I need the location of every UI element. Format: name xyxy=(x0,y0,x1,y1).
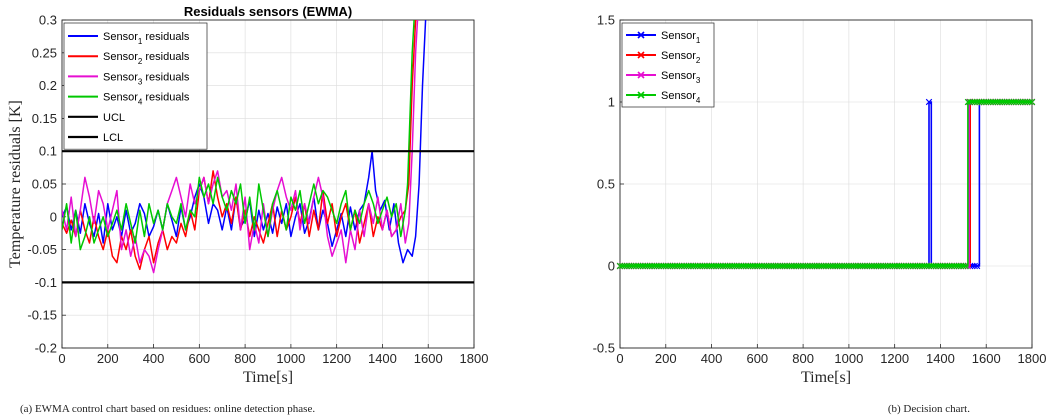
legend-label: Sensor4 xyxy=(661,90,701,105)
x-tick-label: 1600 xyxy=(414,351,443,366)
legend-label: UCL xyxy=(103,112,125,124)
legend-name: Sensor xyxy=(103,31,138,43)
legend-subscript: 3 xyxy=(138,77,143,86)
legend-subscript: 4 xyxy=(138,98,143,107)
legend-label: Sensor3 residuals xyxy=(103,71,190,86)
legend-suffix: residuals xyxy=(142,71,190,83)
y-tick-label: 0.1 xyxy=(39,144,57,159)
legend-marker xyxy=(637,51,645,59)
legend-name: Sensor xyxy=(661,30,696,42)
legend-subscript: 2 xyxy=(696,56,701,65)
series-line-sensor-1 xyxy=(620,101,1032,267)
x-tick-label: 1400 xyxy=(368,351,397,366)
y-tick-label: 0 xyxy=(50,209,57,224)
x-tick-label: 1800 xyxy=(1018,351,1047,366)
legend-suffix: residuals xyxy=(142,31,190,43)
legend-box xyxy=(63,22,208,150)
x-tick-label: 200 xyxy=(97,351,119,366)
legend-box xyxy=(621,22,715,108)
legend-label: Sensor3 xyxy=(661,70,701,85)
legend-name: Sensor xyxy=(661,90,696,102)
legend-subscript: 4 xyxy=(696,96,701,105)
y-tick-label: -0.2 xyxy=(35,341,57,356)
legend-subscript: 3 xyxy=(696,76,701,85)
series-line-sensor-2 xyxy=(62,20,417,271)
legend-name: Sensor xyxy=(661,50,696,62)
x-tick-label: 1800 xyxy=(460,351,489,366)
series-group xyxy=(616,98,1036,270)
x-tick-label: 1000 xyxy=(834,351,863,366)
y-tick-label: 1 xyxy=(608,95,615,110)
y-tick-label: -0.05 xyxy=(27,242,57,257)
panel-a-chart: 0 200 400 600 800 1000 1200 1400 1600 1800 -0.2 -0.… xyxy=(7,4,488,386)
legend-suffix: residuals xyxy=(142,92,190,104)
legend-label: Sensor1 residuals xyxy=(103,31,190,46)
x-tick-label: 800 xyxy=(234,351,256,366)
y-tick-label: 0.25 xyxy=(32,45,57,60)
panel-b-chart: 0 200 400 600 800 1000 1200 1400 1600 1800-0.500.… xyxy=(593,13,1047,387)
y-tick-label: -0.15 xyxy=(27,308,57,323)
x-tick-label: 600 xyxy=(746,351,768,366)
legend-name: Sensor xyxy=(661,70,696,82)
x-tick-label: 400 xyxy=(143,351,165,366)
legend-name: Sensor xyxy=(103,51,138,63)
axes-frame xyxy=(61,19,475,349)
legend-label: Sensor2 residuals xyxy=(103,51,190,66)
y-tick-label: -0.5 xyxy=(593,341,615,356)
y-tick-label: 0.05 xyxy=(32,177,57,192)
series-group xyxy=(62,20,474,284)
legend-subscript: 2 xyxy=(138,57,143,66)
y-tick-label: 0 xyxy=(608,259,615,274)
x-tick-label: 0 xyxy=(58,351,65,366)
x-tick-label: 200 xyxy=(655,351,677,366)
series-line-sensor-4 xyxy=(62,20,415,251)
x-tick-label: 1400 xyxy=(926,351,955,366)
x-axis-label: Time[s] xyxy=(801,369,851,386)
legend-suffix: residuals xyxy=(142,51,190,63)
caption-a: (a) EWMA control chart based on residues… xyxy=(20,403,315,415)
legend-subscript: 1 xyxy=(138,37,143,46)
legend-name: Sensor xyxy=(103,71,138,83)
y-tick-label: 0.3 xyxy=(39,13,57,28)
x-tick-label: 1600 xyxy=(972,351,1001,366)
legend-label: Sensor2 xyxy=(661,50,701,65)
y-tick-label: -0.1 xyxy=(35,275,57,290)
y-axis-label: Temperature residuals [K] xyxy=(7,100,24,268)
legend-label: Sensor1 xyxy=(661,30,701,45)
x-tick-label: 400 xyxy=(701,351,723,366)
chart-title: Residuals sensors (EWMA) xyxy=(184,4,352,19)
legend-marker xyxy=(637,91,645,99)
legend-marker xyxy=(637,31,645,39)
axes-frame xyxy=(619,19,1033,349)
caption-b: (b) Decision chart. xyxy=(888,403,970,415)
legend-label: Sensor4 residuals xyxy=(103,92,190,107)
legend-marker xyxy=(637,71,645,79)
y-tick-label: 1.5 xyxy=(597,13,615,28)
x-axis-label: Time[s] xyxy=(243,369,293,386)
x-tick-label: 1000 xyxy=(276,351,305,366)
legend-label: LCL xyxy=(103,132,123,144)
y-tick-label: 0.15 xyxy=(32,111,57,126)
series-markers-sensor-4 xyxy=(616,98,1036,270)
y-tick-label: 0.5 xyxy=(597,177,615,192)
legend-name: Sensor xyxy=(103,92,138,104)
x-tick-label: 1200 xyxy=(322,351,351,366)
legend-subscript: 1 xyxy=(696,36,701,45)
x-tick-label: 800 xyxy=(792,351,814,366)
x-tick-label: 600 xyxy=(188,351,210,366)
series-line-sensor-3 xyxy=(62,20,419,274)
x-tick-label: 1200 xyxy=(880,351,909,366)
x-tick-label: 0 xyxy=(616,351,623,366)
y-tick-label: 0.2 xyxy=(39,78,57,93)
